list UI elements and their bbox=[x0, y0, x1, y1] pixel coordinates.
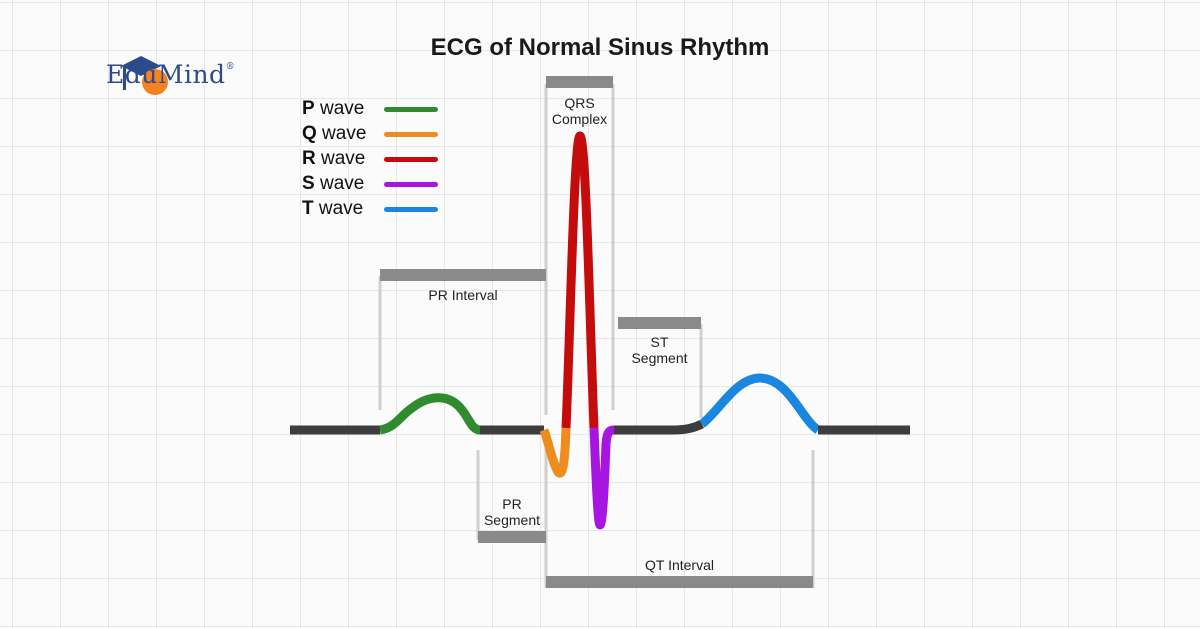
st-segment-bracket bbox=[618, 317, 701, 329]
legend-label: S wave bbox=[302, 173, 365, 194]
legend-swatch bbox=[384, 106, 438, 112]
legend-item: R wave bbox=[302, 147, 438, 171]
pr-segment-bracket bbox=[478, 531, 546, 543]
legend-label: P wave bbox=[302, 98, 365, 119]
s-wave bbox=[589, 425, 615, 530]
qrs-complex-bracket bbox=[546, 76, 613, 88]
legend-item: S wave bbox=[302, 172, 438, 196]
st-segment-baseline bbox=[614, 419, 705, 435]
legend-swatch bbox=[384, 131, 438, 137]
brand-name: EduMind® bbox=[106, 60, 236, 89]
qt-interval-bracket bbox=[546, 576, 813, 588]
logo-orb bbox=[142, 69, 168, 95]
page-title: ECG of Normal Sinus Rhythm bbox=[430, 34, 770, 61]
pr-segment-label: PR Segment bbox=[483, 496, 541, 528]
q-wave bbox=[539, 427, 571, 478]
pr-interval-label: PR Interval bbox=[428, 287, 498, 303]
legend-swatch bbox=[384, 181, 438, 187]
legend-swatch bbox=[384, 206, 438, 212]
legend-swatch bbox=[384, 156, 438, 162]
p-wave bbox=[379, 393, 481, 435]
pr-interval-bracket bbox=[380, 269, 546, 281]
qrs-complex-label: QRS Complex bbox=[551, 95, 608, 127]
qt-interval-label: QT Interval bbox=[645, 557, 714, 573]
interval-brackets bbox=[380, 76, 813, 588]
legend-label: R wave bbox=[302, 148, 366, 169]
legend-label: T wave bbox=[302, 198, 364, 219]
legend-label: Q wave bbox=[302, 123, 367, 144]
ecg-trace bbox=[290, 131, 910, 530]
edumind-logo bbox=[121, 56, 168, 95]
guide-lines bbox=[378, 84, 815, 588]
st-segment-label: ST Segment bbox=[631, 334, 688, 366]
r-wave bbox=[561, 131, 599, 429]
t-wave bbox=[699, 373, 821, 434]
legend-item: T wave bbox=[302, 197, 438, 221]
legend-item: P wave bbox=[302, 97, 438, 121]
legend-item: Q wave bbox=[302, 122, 438, 146]
